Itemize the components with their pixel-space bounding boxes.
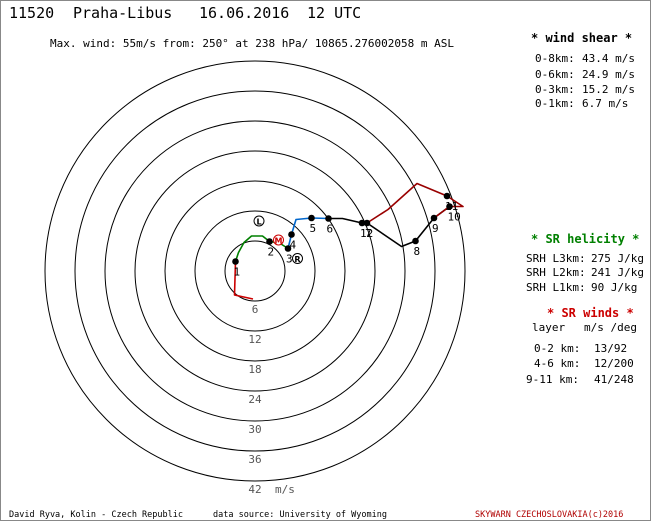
range-ring (134, 150, 376, 392)
range-ring (224, 240, 286, 302)
sr-helicity-value: 275 J/kg (591, 252, 644, 265)
sr-helicity-label: SRH L1km: (526, 281, 586, 294)
ring-label: 12 (248, 333, 261, 346)
height-label: 10 (448, 211, 461, 224)
ring-label: 24 (248, 393, 262, 406)
ring-label: 18 (248, 363, 261, 376)
range-ring (104, 120, 406, 422)
height-label: 2 (268, 246, 275, 259)
sr-winds-value: 13/92 (594, 342, 628, 355)
wind-shear-label: 0-1km: (535, 97, 575, 110)
height-label: 3 (286, 253, 293, 266)
sr-helicity-label: SRH L3km: (526, 252, 586, 265)
height-point (288, 231, 295, 238)
storm-motion-label: R (294, 255, 300, 264)
hodograph-segment (233, 261, 254, 300)
hodograph-segment (328, 205, 450, 248)
footer-author: David Ryva, Kolin - Czech Republic (9, 510, 183, 520)
sr-helicity-value: 241 J/kg (591, 266, 644, 279)
ring-unit: m/s (275, 483, 295, 496)
storm-motion-marker (292, 253, 303, 264)
footer-brand: SKYWARN CZECHOSLOVAKIA(c)2016 (475, 510, 624, 520)
storm-motion-marker (253, 215, 265, 227)
height-label: 9 (432, 222, 439, 235)
sounding-date: 16.06.2016 (199, 4, 290, 22)
wind-shear-label: 0-8km: (535, 52, 575, 65)
station-name: Praha-Libus (73, 4, 173, 22)
sr-winds-label: 9-11 km: (526, 373, 579, 386)
wind-shear-value: 15.2 m/s (582, 83, 635, 96)
sr-helicity-label: SRH L2km: (526, 266, 586, 279)
storm-motion-marker (273, 234, 284, 246)
height-point (284, 245, 292, 252)
height-point (446, 203, 453, 210)
height-point (443, 192, 451, 200)
wind-shear-value: 24.9 m/s (582, 68, 635, 81)
storm-motion-markers: L M R (253, 215, 303, 264)
height-label: 11 (445, 200, 458, 213)
storm-motion-label: M (275, 237, 283, 246)
height-label: 6 (327, 223, 334, 236)
ring-label: 30 (248, 423, 261, 436)
sr-helicity-value: 90 J/kg (591, 281, 638, 294)
height-label: 4 (290, 239, 297, 252)
hodograph-segment (287, 217, 329, 249)
sr-winds-unit-header: m/s /deg (584, 321, 637, 334)
storm-motion-label: L (256, 218, 261, 227)
wind-shear-value: 6.7 m/s (582, 97, 629, 110)
sr-winds-layer-header: layer (532, 321, 566, 334)
range-ring (164, 180, 346, 362)
height-point (308, 214, 315, 222)
ring-label: 6 (252, 303, 259, 316)
range-rings (44, 60, 466, 482)
height-label: 1 (234, 266, 241, 279)
height-point (412, 237, 419, 245)
sr-winds-value: 41/248 (594, 373, 634, 386)
height-point (363, 219, 371, 227)
max-wind-info: Max. wind: 55m/s from: 250° at 238 hPa/ … (50, 37, 454, 50)
height-point (358, 219, 366, 227)
ring-label: 42 (248, 483, 261, 496)
height-label: 5 (310, 222, 317, 235)
height-point (430, 214, 438, 222)
height-point (232, 258, 239, 265)
range-ring (44, 60, 466, 482)
range-ring (74, 90, 436, 452)
height-label: 7 (365, 227, 372, 240)
station-id: 11520 (9, 4, 55, 22)
sounding-time: 12 UTC (307, 4, 362, 22)
sr-winds-label: 4-6 km: (534, 357, 581, 370)
sr-winds-value: 12/200 (594, 357, 634, 370)
height-label: 8 (414, 245, 421, 258)
wind-shear-label: 0-6km: (535, 68, 575, 81)
height-point (325, 215, 332, 222)
sr-winds-label: 0-2 km: (534, 342, 581, 355)
ring-labels: 6 12 18 24 30 36 42 m/s (248, 303, 295, 496)
range-ring (194, 210, 316, 332)
height-label: 12 (360, 227, 373, 240)
wind-shear-value: 43.4 m/s (582, 52, 635, 65)
ring-label: 36 (248, 453, 261, 466)
sr-helicity-title: * SR helicity * (531, 232, 640, 246)
footer-source: data source: University of Wyoming (213, 510, 387, 520)
wind-shear-title: * wind shear * (531, 31, 633, 45)
wind-shear-label: 0-3km: (535, 83, 575, 96)
sr-winds-title: * SR winds * (547, 306, 634, 320)
height-point (266, 238, 273, 245)
